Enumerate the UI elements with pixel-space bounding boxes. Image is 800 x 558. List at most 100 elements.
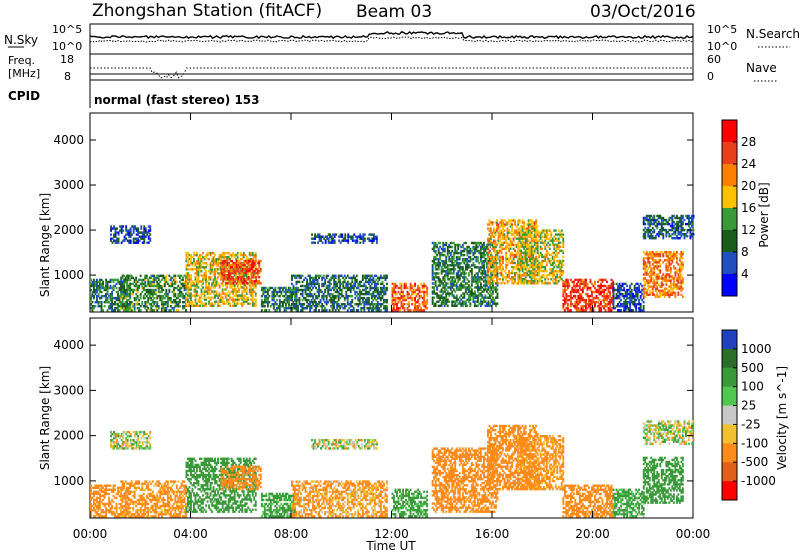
power-cell xyxy=(368,309,370,311)
freq-label: Freq. xyxy=(8,54,35,67)
power-cell xyxy=(315,309,317,311)
power-cell xyxy=(246,256,248,258)
power-cell xyxy=(562,270,564,272)
power-cell xyxy=(472,262,474,264)
power-cell xyxy=(347,309,349,311)
power-cell xyxy=(385,293,387,295)
power-cell xyxy=(198,272,200,274)
power-cell xyxy=(314,233,316,235)
power-cell xyxy=(309,309,311,311)
power-cell xyxy=(402,291,404,293)
power-cell xyxy=(477,305,479,307)
power-cell xyxy=(145,227,147,229)
power-cell xyxy=(125,225,127,227)
power-cell xyxy=(495,260,497,262)
power-cell xyxy=(474,290,476,292)
power-cell xyxy=(296,301,298,303)
power-cell xyxy=(501,282,503,284)
power-cell xyxy=(261,299,263,301)
power-cell xyxy=(445,242,447,244)
power-cell xyxy=(497,292,499,294)
power-cell xyxy=(193,258,195,260)
power-cell xyxy=(165,277,167,279)
power-cell xyxy=(158,305,160,307)
power-cell xyxy=(357,309,359,311)
power-cell xyxy=(426,301,428,303)
power-cell xyxy=(502,256,504,258)
power-cell xyxy=(179,299,181,301)
power-cell xyxy=(496,219,498,221)
power-cell xyxy=(309,275,311,277)
power-cell xyxy=(107,309,109,311)
power-cell xyxy=(497,284,499,286)
power-cell xyxy=(210,272,212,274)
nsky-label: N.Sky xyxy=(4,33,38,47)
power-cell xyxy=(241,258,243,260)
power-cell xyxy=(462,305,464,307)
power-cell xyxy=(202,252,204,254)
nave-tick-bottom: 0 xyxy=(707,70,714,83)
power-cell xyxy=(291,277,293,279)
power-cell xyxy=(113,225,115,227)
power-cell xyxy=(146,275,148,277)
power-cell xyxy=(214,272,216,274)
power-cell xyxy=(130,227,132,229)
power-cell xyxy=(314,242,316,244)
power-cell xyxy=(138,285,140,287)
power-cell xyxy=(407,291,409,293)
nave-label: Nave xyxy=(746,61,777,75)
power-cell xyxy=(579,301,581,303)
power-cell xyxy=(149,225,151,227)
power-cell xyxy=(453,294,455,296)
power-cell xyxy=(196,252,198,254)
power-cell xyxy=(201,288,203,290)
power-cell xyxy=(189,264,191,266)
power-cell xyxy=(436,288,438,290)
power-cell xyxy=(546,250,548,252)
power-cell xyxy=(423,309,425,311)
power-cell xyxy=(219,284,221,286)
power-cell xyxy=(433,288,435,290)
power-cell xyxy=(335,233,337,235)
power-cell xyxy=(260,268,262,270)
power-cell xyxy=(353,309,355,311)
power-cell xyxy=(523,282,525,284)
power-cell xyxy=(535,264,537,266)
power-cell xyxy=(324,307,326,309)
power-cell xyxy=(102,281,104,283)
power-cell xyxy=(489,266,491,268)
power-cell xyxy=(225,288,227,290)
power-cell xyxy=(123,285,125,287)
power-cell xyxy=(550,231,552,233)
power-cell xyxy=(170,309,172,311)
power-cell xyxy=(492,282,494,284)
power-cell xyxy=(351,295,353,297)
power-cell xyxy=(334,236,336,238)
power-cell xyxy=(495,305,497,307)
power-cell xyxy=(543,274,545,276)
power-cell xyxy=(198,294,200,296)
power-cell xyxy=(162,275,164,277)
power-cell xyxy=(556,282,558,284)
power-cell xyxy=(404,303,406,305)
power-cell xyxy=(420,307,422,309)
power-cell xyxy=(258,276,260,278)
power-cell xyxy=(489,246,491,248)
power-cell xyxy=(511,227,513,229)
power-cell xyxy=(222,297,224,299)
power-cell xyxy=(140,275,142,277)
power-cell xyxy=(477,272,479,274)
power-cell xyxy=(268,295,270,297)
power-cell xyxy=(134,309,136,311)
power-cell xyxy=(104,305,106,307)
power-cell xyxy=(465,272,467,274)
power-cell xyxy=(559,246,561,248)
power-cell xyxy=(318,283,320,285)
power-cell xyxy=(213,264,215,266)
power-cell xyxy=(228,282,230,284)
power-cell xyxy=(414,283,416,285)
power-cell xyxy=(377,287,379,289)
power-cell xyxy=(444,250,446,252)
power-cell xyxy=(211,303,213,305)
power-cell xyxy=(303,303,305,305)
